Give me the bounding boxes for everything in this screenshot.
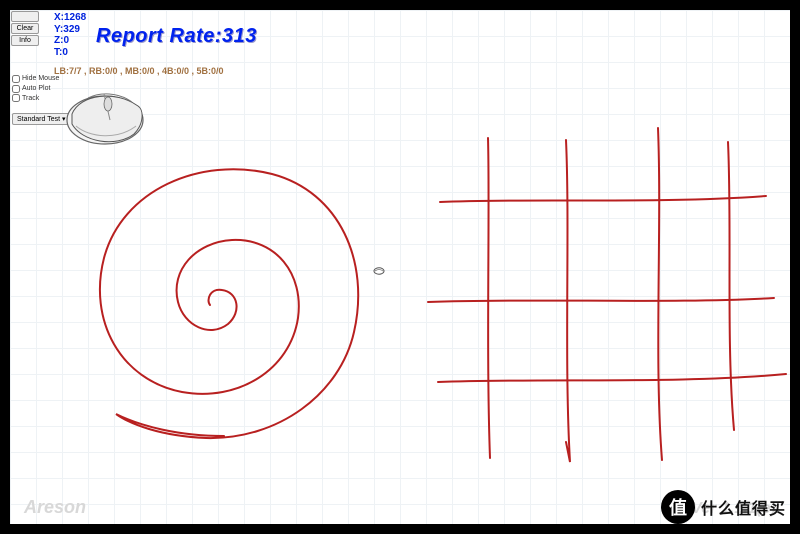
report-label: Report Rate: <box>96 25 222 47</box>
watermark-text: 什么值得买 <box>701 495 786 519</box>
coord-t: T:0 <box>54 47 86 59</box>
watermark-icon: 值 <box>661 490 695 524</box>
report-rate: Report Rate:313 <box>96 25 257 48</box>
checkbox-group: Hide Mouse Auto Plot Track <box>12 74 59 103</box>
watermark: 值 什么值得买 <box>661 490 786 524</box>
mouse-icon <box>60 80 150 150</box>
canvas-area[interactable]: Clear Info X:1268 Y:329 Z:0 T:0 Report R… <box>10 10 790 524</box>
coord-z: Z:0 <box>54 35 86 47</box>
hide-mouse-check[interactable]: Hide Mouse <box>12 74 59 84</box>
coordinates-readout: X:1268 Y:329 Z:0 T:0 <box>54 12 86 58</box>
button-counters: LB:7/7 , RB:0/0 , MB:0/0 , 4B:0/0 , 5B:0… <box>54 66 224 76</box>
track-check[interactable]: Track <box>12 94 59 104</box>
clear-button[interactable]: Clear <box>11 23 39 34</box>
app-frame: Clear Info X:1268 Y:329 Z:0 T:0 Report R… <box>0 0 800 534</box>
blank-button[interactable] <box>11 11 39 22</box>
control-panel: Clear Info <box>10 10 40 47</box>
coord-x: X:1268 <box>54 12 86 24</box>
coord-y: Y:329 <box>54 24 86 36</box>
brand-label: Areson <box>24 497 86 518</box>
cursor-glyph <box>372 266 386 276</box>
report-value: 313 <box>222 25 257 47</box>
auto-plot-check[interactable]: Auto Plot <box>12 84 59 94</box>
info-button[interactable]: Info <box>11 35 39 46</box>
